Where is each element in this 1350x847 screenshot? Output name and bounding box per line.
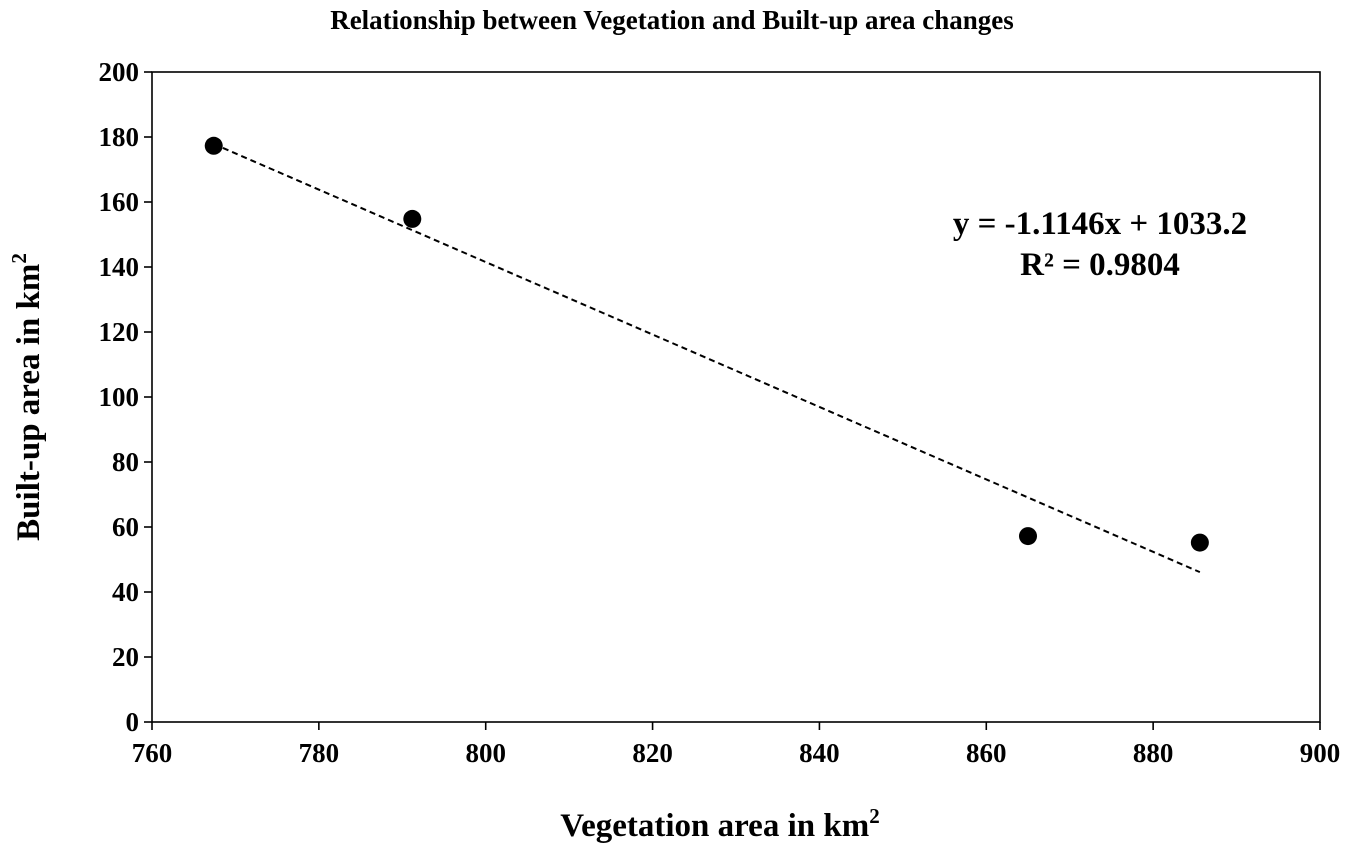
- data-point: [1019, 527, 1037, 546]
- y-tick-label: 0: [126, 707, 140, 737]
- y-axis-ticks: 0 20 40 60 80 100 120 140 160 180 200: [99, 57, 152, 737]
- data-point: [1190, 533, 1209, 552]
- plot-area-frame: [151, 71, 1321, 723]
- y-tick-label: 200: [99, 57, 140, 87]
- r-squared-label: R² = 0.9804: [1020, 247, 1180, 283]
- trendline-equation: y = -1.1146x + 1033.2: [953, 206, 1247, 242]
- y-tick-label: 100: [99, 382, 140, 412]
- trendline: [213, 143, 1201, 574]
- x-tick-label: 760: [132, 738, 173, 768]
- y-axis-label: Built-up area in km2: [7, 253, 47, 541]
- trendline-group: [213, 143, 1201, 574]
- x-tick-label: 900: [1300, 738, 1341, 768]
- y-tick-label: 160: [99, 187, 140, 217]
- x-axis-ticks: 760 780 800 820 840 860 880 900: [132, 722, 1341, 768]
- y-tick-label: 180: [99, 122, 140, 152]
- y-tick-label: 140: [99, 252, 140, 282]
- y-tick-label: 80: [112, 447, 139, 477]
- x-tick-label: 780: [299, 738, 340, 768]
- x-tick-label: 860: [966, 738, 1007, 768]
- y-tick-label: 120: [99, 317, 140, 347]
- data-point: [403, 209, 422, 228]
- y-tick-label: 40: [112, 577, 139, 607]
- data-point: [204, 136, 223, 155]
- x-axis-label: Vegetation area in km2: [560, 804, 879, 844]
- y-tick-label: 60: [112, 512, 139, 542]
- x-tick-label: 880: [1133, 738, 1174, 768]
- y-tick-label: 20: [112, 642, 139, 672]
- x-tick-label: 820: [632, 738, 673, 768]
- x-tick-label: 800: [465, 738, 506, 768]
- x-tick-label: 840: [799, 738, 840, 768]
- data-points: [204, 136, 1209, 552]
- chart-title: Relationship between Vegetation and Buil…: [330, 5, 1014, 35]
